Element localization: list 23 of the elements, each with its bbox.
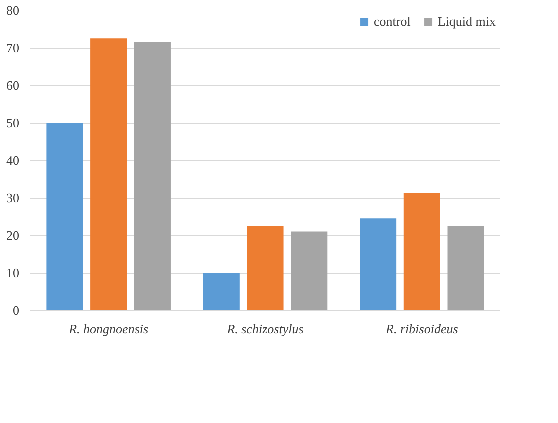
bar (247, 226, 284, 310)
x-tick-label: R. ribisoideus (385, 322, 458, 336)
y-tick-label: 0 (13, 303, 20, 318)
y-tick-label: 20 (6, 228, 20, 243)
x-tick-label: R. schizostylus (226, 322, 304, 336)
y-tick-label: 50 (6, 116, 20, 130)
bar (90, 38, 128, 310)
bar (134, 42, 171, 310)
bar (404, 193, 440, 310)
bar (360, 218, 397, 310)
y-tick-label: 70 (6, 40, 20, 56)
bar (46, 123, 84, 310)
legend-label: Liquid mix (438, 14, 496, 30)
y-tick-label: 60 (6, 78, 20, 93)
x-tick-label: R. hongnoensis (68, 322, 149, 336)
y-tick-label: 30 (6, 190, 20, 206)
y-tick-label: 80 (6, 3, 20, 18)
y-tick-label: 40 (6, 153, 20, 168)
bar (291, 232, 328, 310)
legend-label: control (374, 14, 411, 30)
y-tick-label: 10 (6, 266, 20, 280)
bar (203, 273, 240, 310)
bar (448, 226, 484, 310)
